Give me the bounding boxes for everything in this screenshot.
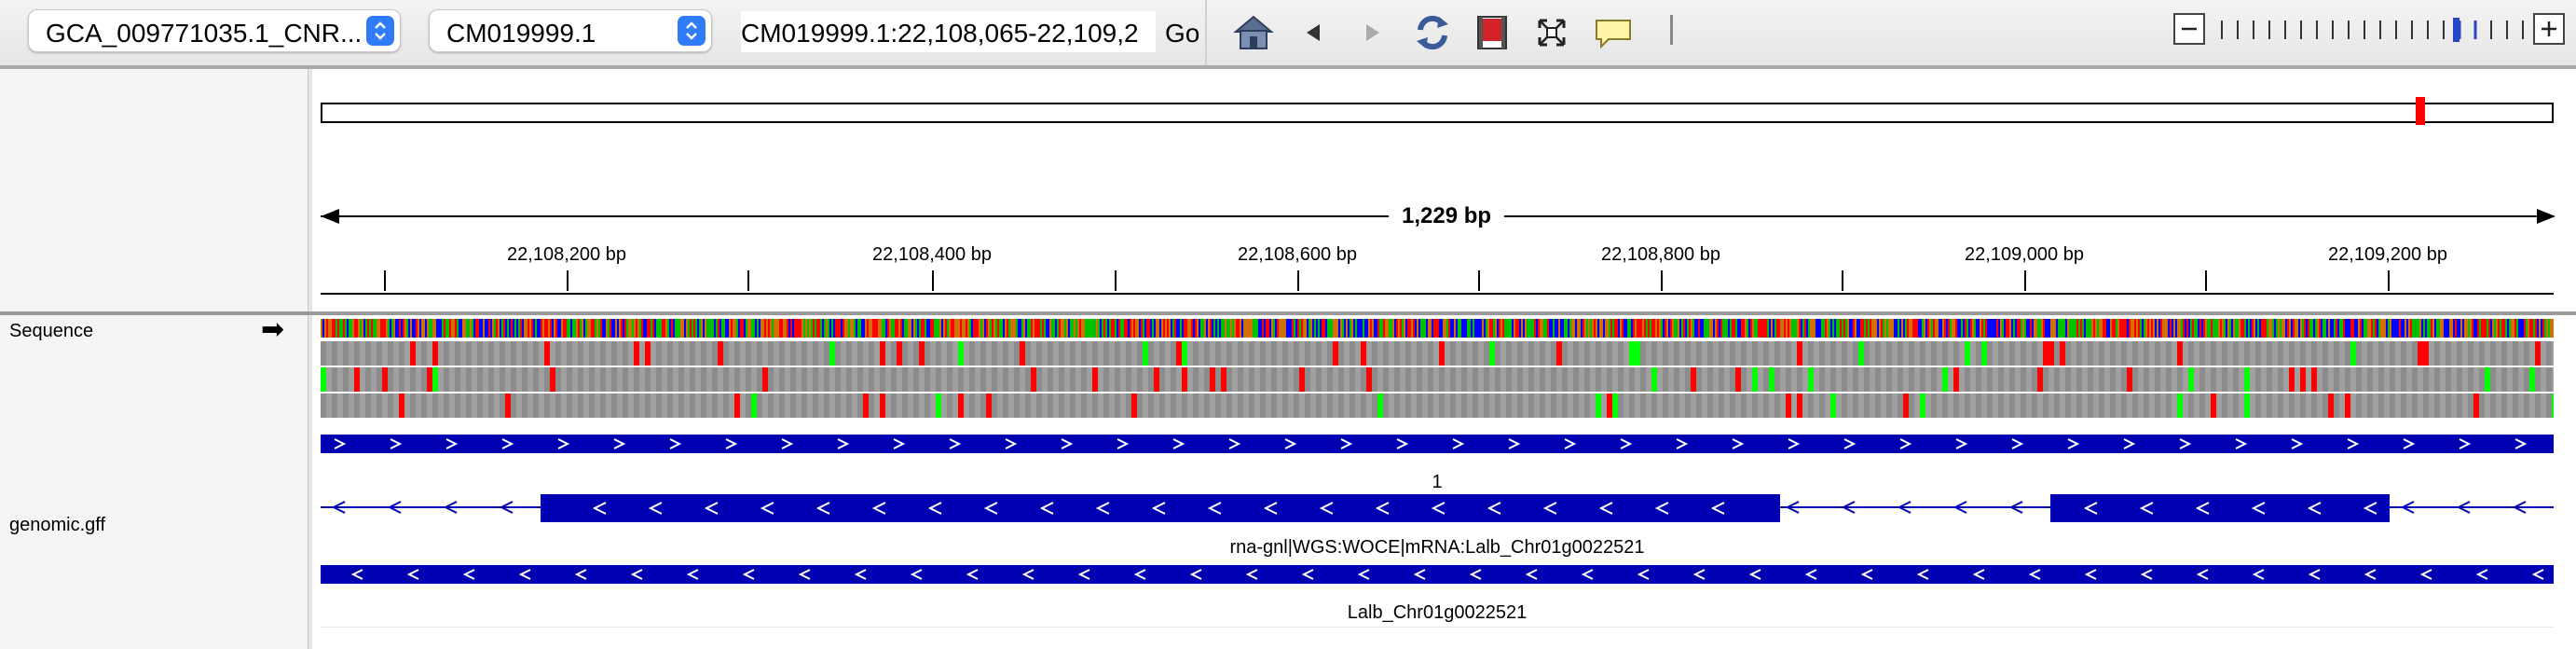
feature-number-label: 1 <box>1432 472 1443 492</box>
locus-input[interactable]: CM019999.1:22,108,065-22,109,2 <box>741 11 1156 52</box>
toolbar-separator <box>1205 0 1207 65</box>
ruler-tick <box>2205 270 2207 291</box>
strand-arrow-icon[interactable]: ➡ <box>261 314 285 345</box>
region-of-interest-icon[interactable] <box>1471 11 1514 54</box>
toolbar: GCA_009771035.1_CNR... CM019999.1 CM0199… <box>0 0 2576 69</box>
zoom-out-button[interactable] <box>2173 13 2205 45</box>
ruler-tick <box>1478 270 1480 291</box>
locus-input-value: CM019999.1:22,108,065-22,109,2 <box>741 19 1139 48</box>
sequence-track[interactable] <box>321 319 2554 421</box>
chromosome-dropdown[interactable]: CM019999.1 <box>429 9 712 52</box>
go-button[interactable]: Go <box>1165 19 1200 48</box>
tick-label: 22,108,400 bp <box>872 244 992 265</box>
sequence-track-label[interactable]: Sequence <box>9 321 94 341</box>
zoom-slider[interactable] <box>2218 15 2528 43</box>
ruler-tick <box>1661 270 1663 291</box>
ruler-tick <box>747 270 749 291</box>
fit-to-window-icon[interactable] <box>1530 11 1573 54</box>
panel-divider[interactable] <box>308 69 312 649</box>
dropdown-arrows-icon <box>366 16 394 46</box>
genome-dropdown-value: GCA_009771035.1_CNR... <box>46 19 363 48</box>
ruler-tick <box>1115 270 1117 291</box>
track-name-panel <box>0 69 308 649</box>
gff-feature-track[interactable] <box>321 429 2554 649</box>
tick-label: 22,109,200 bp <box>2328 244 2447 265</box>
ruler-track-divider[interactable] <box>0 311 2576 315</box>
refresh-icon[interactable] <box>1411 11 1454 54</box>
ruler-baseline <box>321 293 2554 295</box>
zoom-control[interactable] <box>2173 13 2572 50</box>
ruler-tick <box>1842 270 1843 291</box>
ruler-tick <box>567 270 569 291</box>
home-icon[interactable] <box>1232 11 1275 54</box>
chromosome-dropdown-value: CM019999.1 <box>446 19 596 48</box>
ruler-tick <box>1297 270 1299 291</box>
zoom-in-button[interactable] <box>2533 13 2565 45</box>
popup-text-icon[interactable] <box>1592 11 1635 54</box>
chromosome-ideogram[interactable] <box>321 103 2554 123</box>
mrna-feature-label: rna-gnl|WGS:WOCE|mRNA:Lalb_Chr01g0022521 <box>1229 537 1645 558</box>
tick-label: 22,108,800 bp <box>1601 244 1720 265</box>
ruler-tick <box>2388 270 2390 291</box>
forward-icon[interactable] <box>1351 11 1394 54</box>
track-bottom-line <box>321 627 2554 628</box>
toolbar-separator <box>1670 15 1673 45</box>
tick-label: 22,109,000 bp <box>1965 244 2084 265</box>
gff-track-label[interactable]: genomic.gff <box>9 515 106 535</box>
gene-feature-label: Lalb_Chr01g0022521 <box>1347 602 1528 623</box>
ruler-tick <box>932 270 934 291</box>
dropdown-arrows-icon <box>678 16 706 46</box>
ruler-tick <box>2024 270 2026 291</box>
tick-label: 22,108,200 bp <box>507 244 626 265</box>
tick-label: 22,108,600 bp <box>1238 244 1357 265</box>
span-label: 1,229 bp <box>1389 203 1505 229</box>
current-region-marker <box>2416 97 2425 125</box>
ruler-tick <box>384 270 386 291</box>
back-icon[interactable] <box>1292 11 1335 54</box>
genome-dropdown[interactable]: GCA_009771035.1_CNR... <box>28 9 401 52</box>
